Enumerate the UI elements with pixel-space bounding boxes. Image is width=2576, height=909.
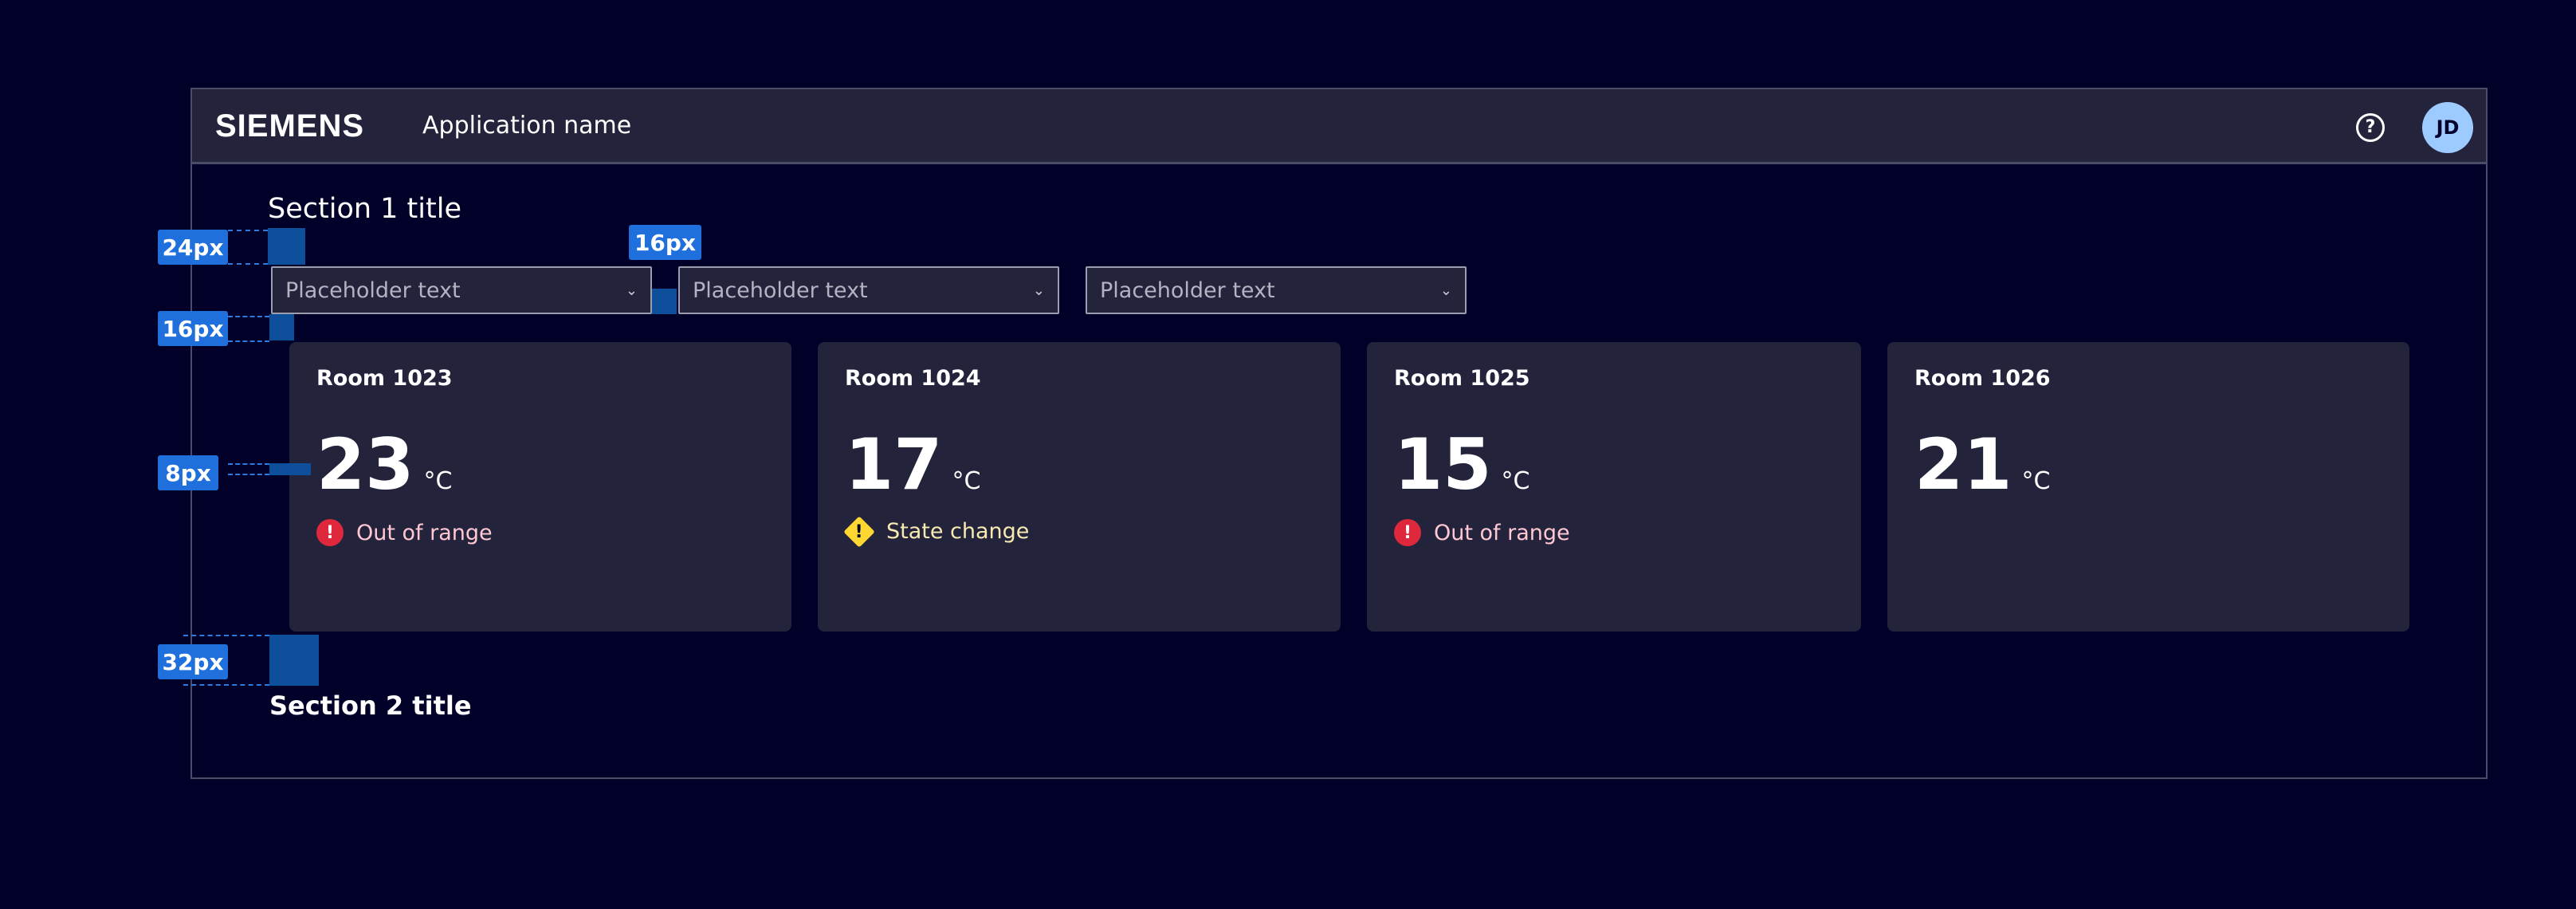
room-name: Room 1024 xyxy=(845,366,981,391)
dropdown-1[interactable]: Placeholder text ⌄ xyxy=(271,266,652,314)
temperature-unit: °C xyxy=(1501,467,1530,495)
room-card[interactable]: Room 1023 23 °C ! Out of range xyxy=(289,342,791,632)
status-text: State change xyxy=(886,519,1030,544)
spacing-block-8 xyxy=(269,463,311,475)
annotation-guide xyxy=(228,463,269,465)
room-name: Room 1026 xyxy=(1914,366,2051,391)
dropdown-placeholder: Placeholder text xyxy=(693,277,868,303)
annotation-guide xyxy=(183,635,269,636)
section-2-title: Section 2 title xyxy=(269,691,472,721)
room-name: Room 1023 xyxy=(316,366,453,391)
spacing-label-16-horizontal: 16px xyxy=(629,225,701,260)
dropdown-2[interactable]: Placeholder text ⌄ xyxy=(678,266,1059,314)
dropdown-placeholder: Placeholder text xyxy=(1100,277,1275,303)
spacing-label-16-vertical: 16px xyxy=(158,311,228,346)
spacing-label-24: 24px xyxy=(158,230,228,265)
siemens-logo: SIEMENS xyxy=(215,108,365,144)
spacing-block-24 xyxy=(268,228,305,265)
room-card[interactable]: Room 1024 17 °C ! State change xyxy=(818,342,1341,632)
status-text: Out of range xyxy=(1434,520,1570,545)
spacing-block-16-horizontal xyxy=(652,289,677,314)
annotation-guide xyxy=(183,684,269,686)
annotation-guide xyxy=(228,316,269,317)
chevron-down-icon: ⌄ xyxy=(1439,281,1452,299)
spacing-label-32: 32px xyxy=(158,644,228,679)
status-text: Out of range xyxy=(356,520,493,545)
avatar[interactable]: JD xyxy=(2422,102,2473,153)
temperature-value: 21 xyxy=(1914,423,2012,506)
annotation-guide xyxy=(228,474,269,475)
room-card[interactable]: Room 1026 21 °C xyxy=(1887,342,2409,632)
section-1-title: Section 1 title xyxy=(268,193,461,225)
temperature-value: 23 xyxy=(316,423,414,506)
room-name: Room 1025 xyxy=(1394,366,1530,391)
app-name: Application name xyxy=(422,112,632,140)
temperature-value: 17 xyxy=(845,423,943,506)
help-icon[interactable]: ? xyxy=(2356,113,2385,142)
app-header xyxy=(192,89,2486,164)
temperature-unit: °C xyxy=(2021,467,2051,495)
room-card[interactable]: Room 1025 15 °C ! Out of range xyxy=(1367,342,1861,632)
spacing-block-32 xyxy=(269,635,319,686)
annotation-guide xyxy=(228,230,268,231)
temperature-value: 15 xyxy=(1394,423,1492,506)
warning-icon: ! xyxy=(843,515,875,548)
error-icon: ! xyxy=(316,519,344,546)
dropdown-placeholder: Placeholder text xyxy=(285,277,461,303)
spacing-label-8: 8px xyxy=(158,455,218,490)
annotation-guide xyxy=(228,340,269,342)
chevron-down-icon: ⌄ xyxy=(625,281,638,299)
annotation-guide xyxy=(228,263,268,265)
temperature-unit: °C xyxy=(423,467,453,495)
temperature-unit: °C xyxy=(952,467,981,495)
dropdown-3[interactable]: Placeholder text ⌄ xyxy=(1086,266,1467,314)
spacing-block-16-vertical xyxy=(269,314,294,340)
chevron-down-icon: ⌄ xyxy=(1032,281,1045,299)
error-icon: ! xyxy=(1394,519,1421,546)
app-frame xyxy=(190,88,2488,779)
